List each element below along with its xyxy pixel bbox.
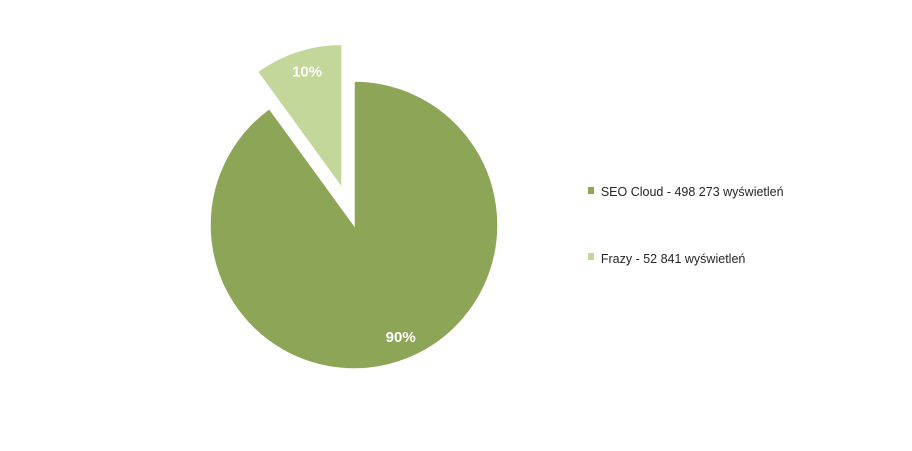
svg-text:10%: 10% <box>292 63 322 80</box>
svg-text:90%: 90% <box>386 329 416 346</box>
